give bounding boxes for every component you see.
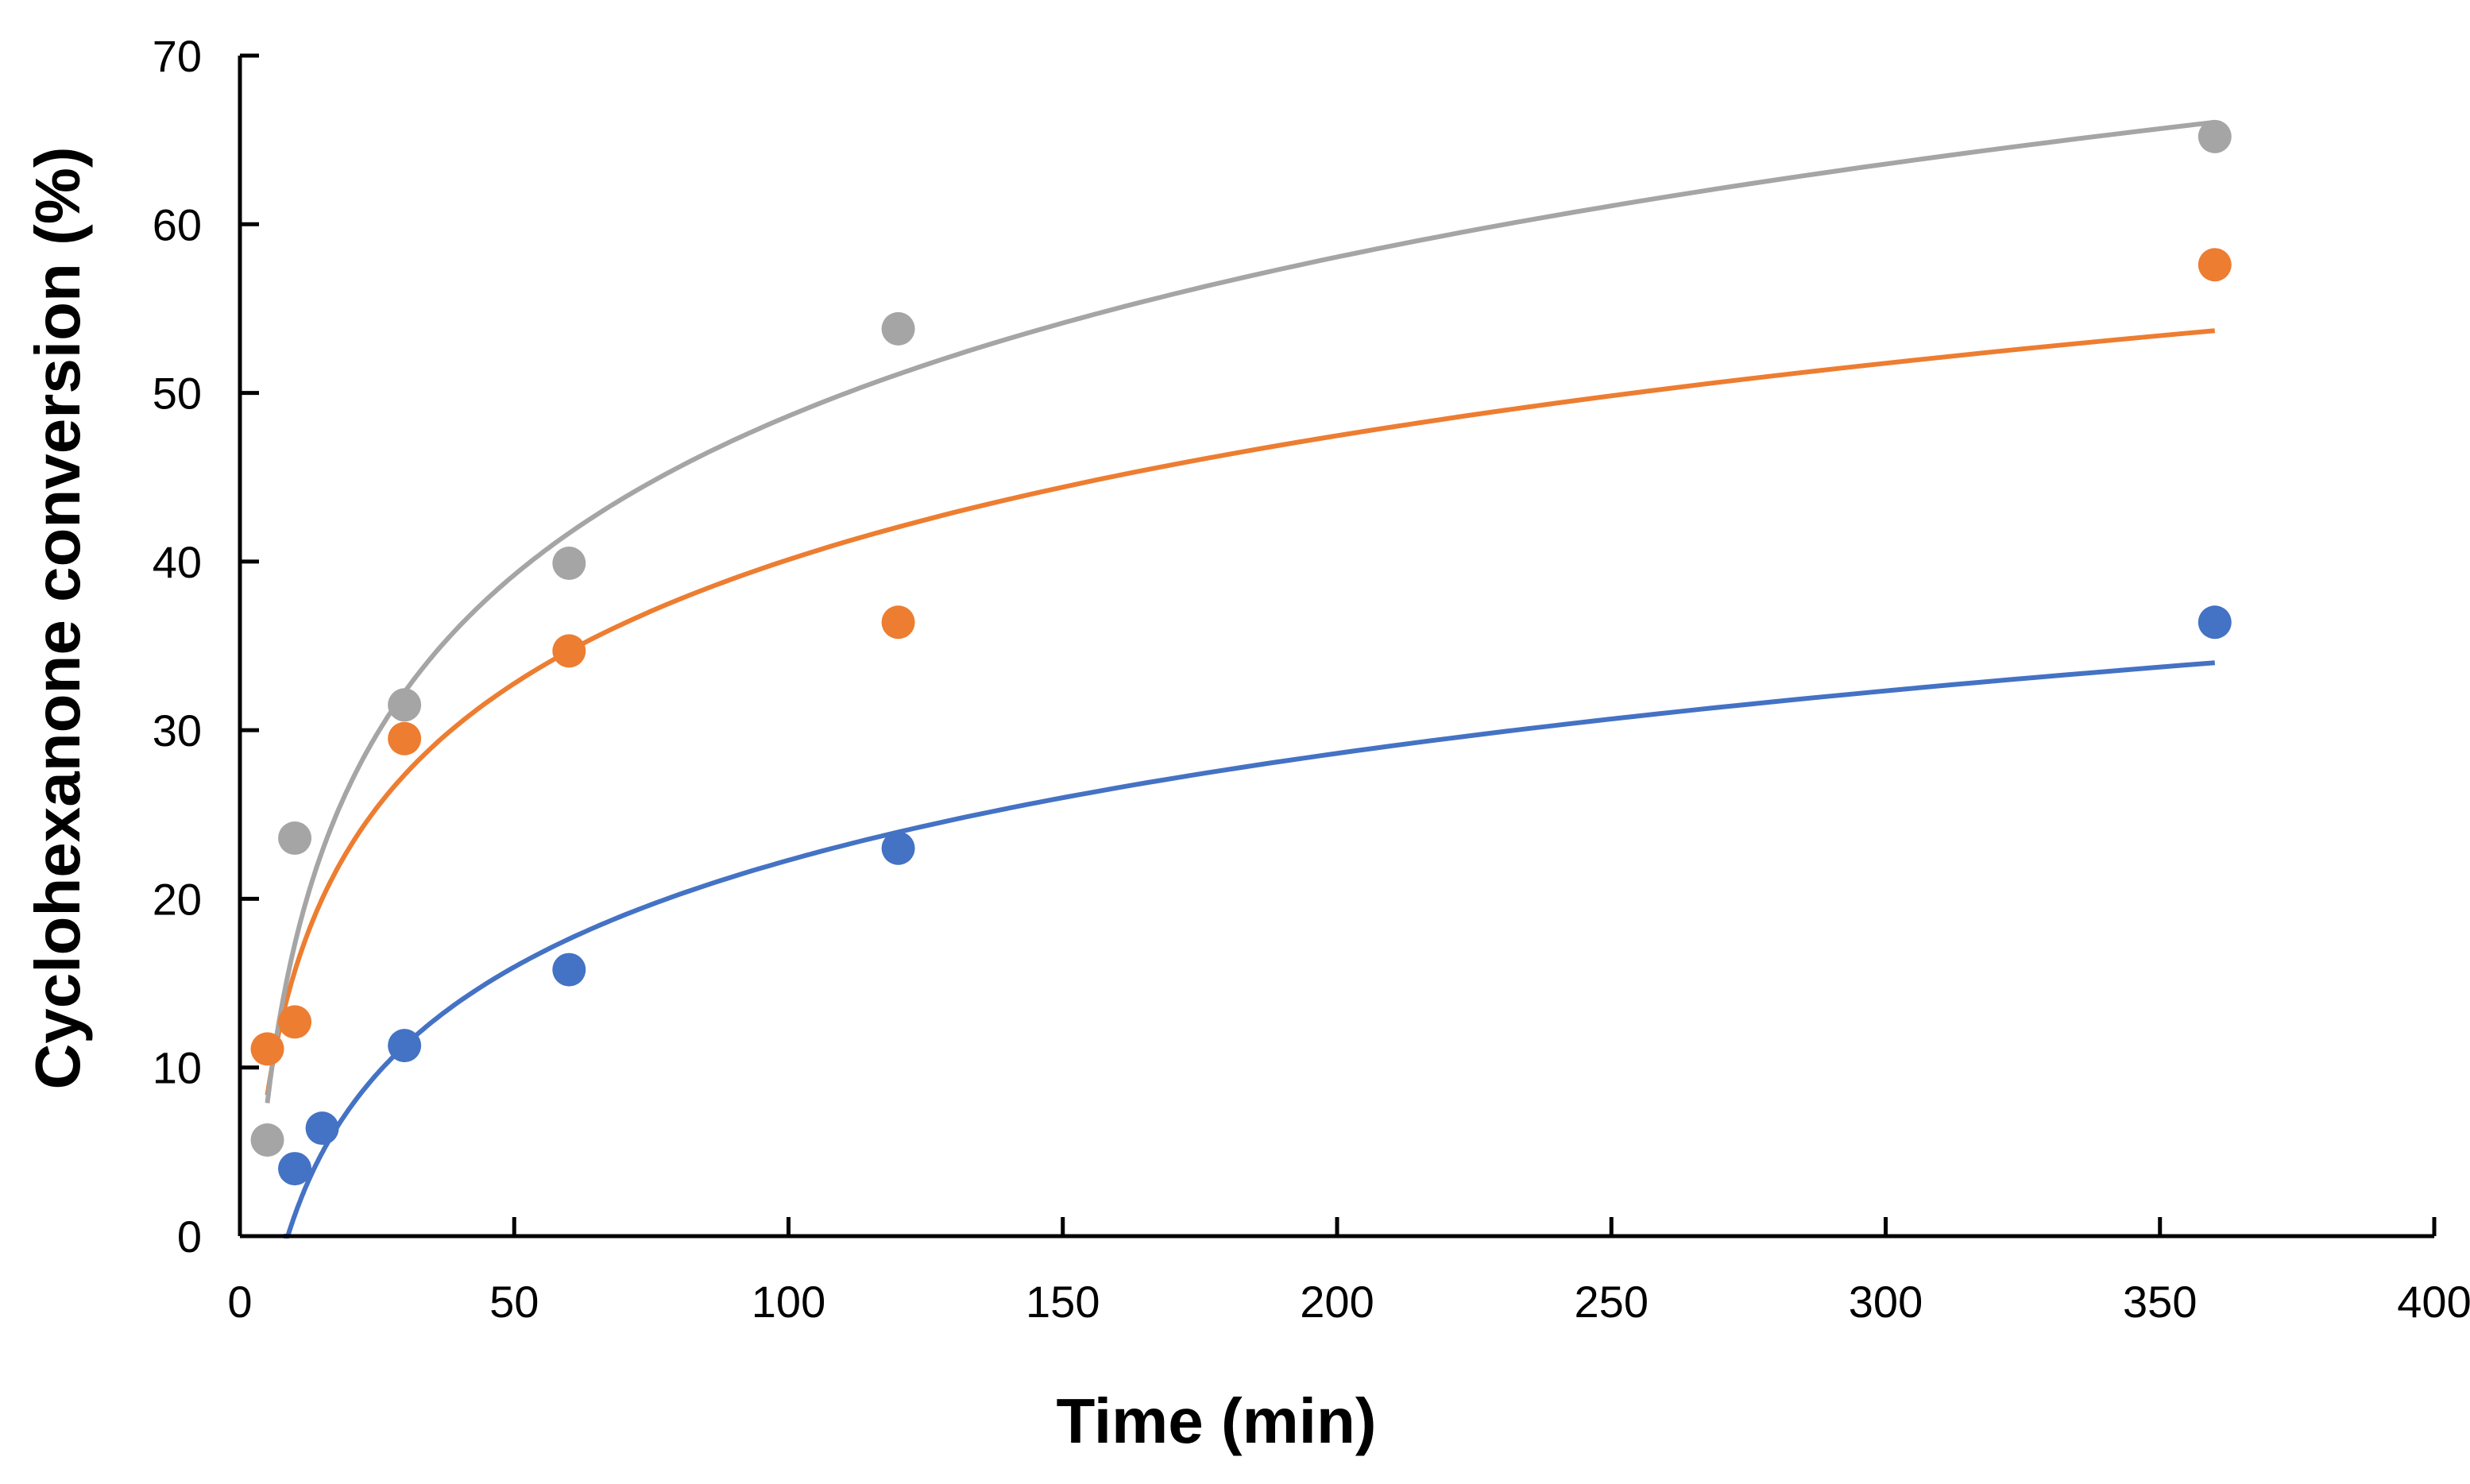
axes: 0 50 100 150 200 250 300 350 400 0 10 20 30 40 50 60 70 <box>153 31 2470 1327</box>
data-points <box>250 119 2232 1186</box>
y-axis-title: Cyclohexanone conversion (%) <box>22 147 93 1090</box>
data-point-gray <box>250 1123 284 1157</box>
y-tick-label: 30 <box>153 705 202 756</box>
trendline-orange <box>265 328 2216 1096</box>
data-point-blue <box>278 1152 312 1186</box>
y-tick-label: 20 <box>153 874 202 924</box>
data-point-gray <box>2197 119 2232 153</box>
data-point-blue <box>881 831 915 865</box>
y-tick-label: 40 <box>153 537 202 587</box>
data-point-orange <box>2197 248 2232 282</box>
x-tick-label: 250 <box>1575 1277 1649 1327</box>
x-tick-label: 0 <box>227 1277 252 1327</box>
data-point-blue <box>552 953 586 987</box>
data-point-orange <box>881 605 915 640</box>
y-tick-label: 50 <box>153 369 202 419</box>
x-tick-label: 150 <box>1026 1277 1100 1327</box>
data-point-blue <box>388 1029 422 1063</box>
x-tick-label: 350 <box>2123 1277 2197 1327</box>
x-tick-label: 300 <box>1849 1277 1923 1327</box>
data-point-orange <box>250 1032 284 1066</box>
data-point-gray <box>881 311 915 346</box>
y-tick-label: 10 <box>153 1043 202 1093</box>
data-point-orange <box>278 1005 312 1039</box>
data-point-blue <box>305 1111 339 1146</box>
data-point-orange <box>552 634 586 668</box>
x-tick-label: 200 <box>1300 1277 1374 1327</box>
data-point-gray <box>552 546 586 580</box>
x-tick-label: 100 <box>752 1277 825 1327</box>
trendline-gray <box>265 119 2216 1103</box>
y-tick-label: 60 <box>153 199 202 249</box>
x-tick-label: 400 <box>2397 1277 2470 1327</box>
data-point-gray <box>388 688 422 722</box>
x-axis-title: Time (min) <box>1056 1385 1376 1456</box>
y-tick-label: 70 <box>153 31 202 81</box>
trendline-blue <box>284 660 2216 1239</box>
trendlines <box>265 119 2216 1239</box>
data-point-blue <box>2197 605 2232 640</box>
data-point-orange <box>388 721 422 756</box>
x-tick-label: 50 <box>489 1277 539 1327</box>
data-point-gray <box>278 821 312 856</box>
y-tick-label: 0 <box>177 1212 202 1262</box>
